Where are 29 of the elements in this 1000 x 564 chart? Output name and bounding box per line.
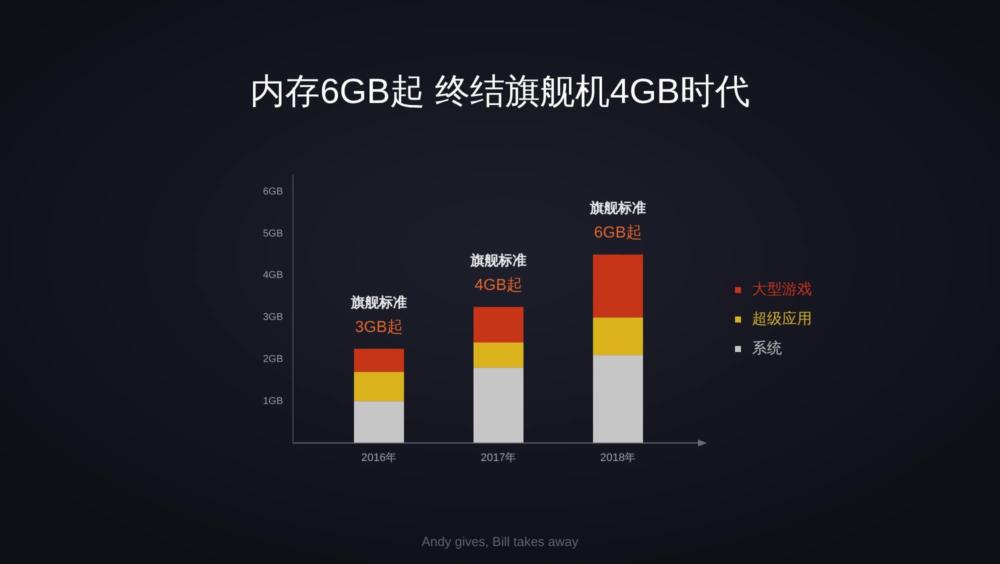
x-tick-label: 2018年 [600,452,636,464]
annotation: 3GB起 [354,318,404,336]
annotation: 旗舰标准 [589,200,646,216]
bar [593,355,643,443]
annotation: 旗舰标准 [350,294,407,310]
bar [474,368,524,443]
y-tick-label: 5GB [262,228,284,240]
bar [354,372,404,402]
annotation: 旗舰标准 [470,252,526,268]
annotation: 4GB起 [474,276,523,294]
y-tick-label: 6GB [262,186,284,198]
chart-title: 内存6GB起 终结旗舰机4GB时代 [250,72,750,111]
bar [474,342,524,368]
legend-label: 超级应用 [752,310,812,328]
legend-label: 大型游戏 [752,280,812,298]
y-tick-label: 3GB [262,312,284,324]
y-tick-label: 1GB [262,396,284,407]
bar [354,401,404,443]
bar [593,317,643,356]
y-tick-label: 2GB [262,354,284,365]
bar [593,254,643,318]
bar [474,306,524,342]
x-tick-label: 2017年 [480,452,516,464]
bar [354,348,404,372]
annotation: 6GB起 [594,224,642,242]
y-tick-label: 4GB [262,270,284,282]
text: Andy gives, Bill takes away [422,534,579,549]
x-tick-label: 2016年 [361,452,397,464]
legend-label: 系统 [752,340,782,357]
